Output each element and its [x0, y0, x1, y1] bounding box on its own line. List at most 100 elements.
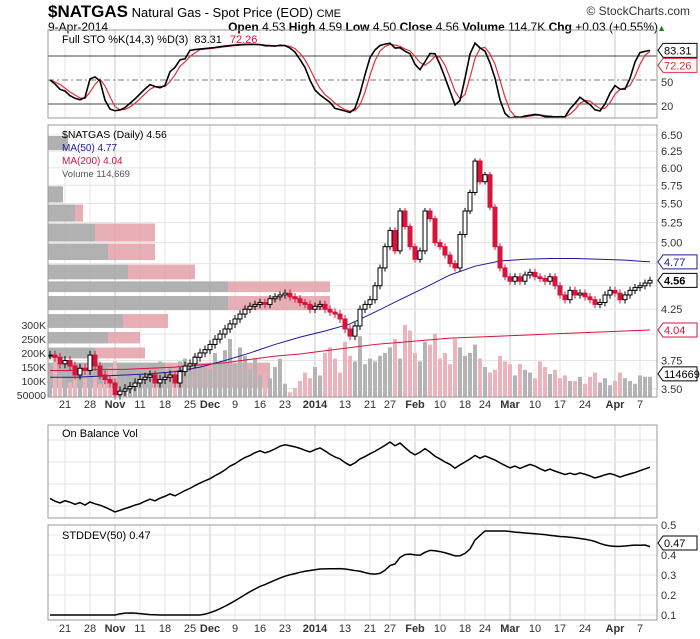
- price-tick-label: 5.00: [661, 238, 682, 250]
- volume-bar: [63, 367, 67, 397]
- volume-bar: [388, 347, 392, 397]
- x-tick-label: 21: [364, 399, 376, 411]
- candle-body: [387, 229, 393, 248]
- candle-body: [322, 303, 328, 310]
- stddev-badge: 0.47: [664, 538, 685, 550]
- candle-body: [237, 313, 243, 320]
- volume-bar: [318, 375, 322, 397]
- volume-bar: [73, 369, 77, 397]
- x-tick-label: 21: [364, 623, 376, 635]
- volume-by-price-up: [48, 223, 95, 242]
- candle-body: [327, 308, 333, 313]
- volume-bar: [323, 353, 327, 397]
- panel-frame-sd: [47, 524, 658, 621]
- volume-bar: [548, 374, 552, 397]
- volume-bar: [643, 376, 647, 397]
- x-tick-label: 18: [159, 399, 171, 411]
- volume-bar: [398, 358, 402, 397]
- obv-legend: On Balance Vol: [62, 428, 138, 440]
- candle-body: [257, 302, 263, 305]
- candle-body: [442, 246, 448, 256]
- volume-bar: [368, 358, 372, 397]
- candle-body: [337, 313, 343, 320]
- volume-by-price-down: [108, 331, 140, 344]
- candle-body: [527, 271, 533, 276]
- panel-frame-sto: [47, 29, 658, 119]
- volume-bar: [363, 364, 367, 397]
- volume-bar: [623, 378, 627, 397]
- volume-bar: [163, 372, 167, 397]
- candle-body: [302, 302, 308, 305]
- x-tick-label: 28: [84, 623, 96, 635]
- candle-body: [262, 302, 268, 305]
- volume-bar: [383, 353, 387, 397]
- candle-body: [597, 302, 603, 305]
- candle-body: [277, 294, 283, 298]
- x-tick-label: 13: [339, 623, 351, 635]
- sto-legend: Full STO %K(14,3) %D(3): [62, 34, 188, 46]
- volume-by-price-up: [48, 314, 123, 328]
- x-tick-label: 28: [84, 399, 96, 411]
- candle-body: [592, 299, 598, 305]
- candle-body: [167, 374, 173, 378]
- candle-body: [162, 376, 168, 381]
- stddev-tick-label: 0.1: [661, 610, 676, 622]
- volume-bar: [563, 375, 567, 397]
- volume-by-price-up: [48, 264, 128, 280]
- candle-body: [372, 285, 378, 301]
- candle-body: [122, 388, 128, 392]
- volume-bar: [593, 372, 597, 397]
- candle-body: [52, 354, 58, 358]
- ma50-badge: 4.77: [664, 257, 685, 269]
- candle-body: [532, 271, 538, 278]
- candle-body: [87, 354, 93, 371]
- candle-body: [522, 274, 528, 282]
- candle-body: [402, 210, 408, 227]
- volume-bar: [248, 369, 252, 397]
- volume-bar: [218, 361, 222, 397]
- candle-body: [487, 174, 493, 208]
- volume-tick-label: 200K: [21, 348, 46, 360]
- candle-body: [407, 225, 413, 248]
- volume-by-price-up: [48, 204, 75, 222]
- candle-body: [317, 303, 323, 307]
- candle-body: [447, 254, 453, 265]
- candle-body: [222, 328, 228, 335]
- candle-body: [612, 289, 618, 294]
- candle-body: [352, 325, 358, 337]
- x-tick-label: Nov: [105, 623, 127, 635]
- candle-body: [602, 294, 608, 304]
- price-legend: $NATGAS (Daily) 4.56: [62, 129, 167, 141]
- x-tick-label: 9: [232, 623, 238, 635]
- volume-bar: [183, 358, 187, 397]
- x-tick-label: 23: [279, 399, 291, 411]
- candle-body: [272, 296, 278, 300]
- candle-body: [557, 285, 563, 296]
- candle-body: [492, 206, 498, 248]
- sto-d-badge: 72.26: [664, 60, 692, 72]
- candle-body: [182, 365, 188, 373]
- volume-bar: [233, 364, 237, 397]
- x-tick-label: Mar: [500, 623, 520, 635]
- volume-bar: [468, 353, 472, 397]
- volume-bar: [553, 369, 557, 397]
- sto-k-badge-box: [657, 42, 698, 58]
- sto-tick-label: 20: [661, 101, 673, 113]
- x-tick-label: Apr: [606, 623, 626, 635]
- volume-bar: [458, 347, 462, 397]
- x-tick-label: 21: [59, 623, 71, 635]
- x-tick-label: 24: [479, 399, 491, 411]
- candle-body: [632, 287, 638, 291]
- x-tick-label: 10: [434, 623, 446, 635]
- volume-bar: [583, 383, 587, 397]
- x-tick-label: 2014: [303, 399, 328, 411]
- volume-bar: [588, 376, 592, 397]
- candle-body: [197, 352, 203, 358]
- candle-body: [512, 276, 518, 282]
- volume-bar: [393, 339, 397, 397]
- volume-bar: [308, 378, 312, 397]
- volume-bar: [353, 361, 357, 397]
- volume-bar: [478, 358, 482, 397]
- x-tick-label: 11: [134, 623, 145, 635]
